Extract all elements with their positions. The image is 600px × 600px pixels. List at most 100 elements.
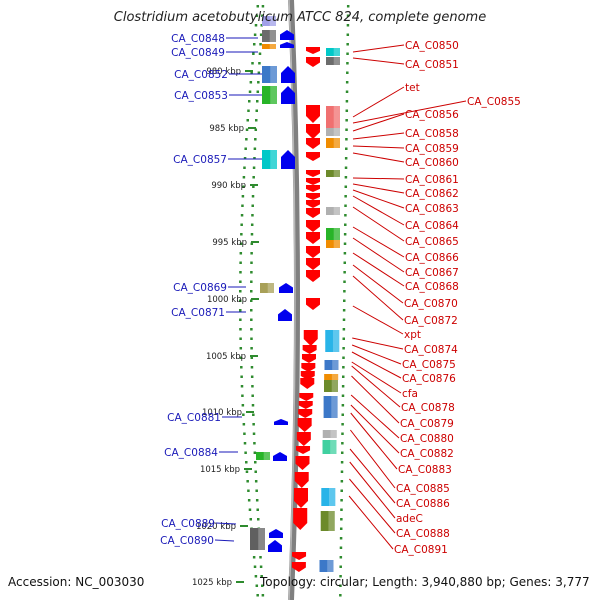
tick-dot — [250, 261, 253, 264]
right-label-leader — [352, 195, 405, 226]
right-gene-label: CA_C0850 — [405, 40, 459, 52]
right-gene-label: CA_C0878 — [401, 402, 455, 414]
forward-gene-arrow — [306, 232, 320, 244]
forward-gene-arrow — [292, 552, 307, 560]
forward-gene-arrow — [301, 354, 316, 363]
ruler-label: 1025 kbp — [192, 578, 232, 588]
tick-dot — [251, 62, 254, 65]
tick-dot — [248, 100, 251, 103]
tick-dot — [344, 166, 348, 169]
box-shading — [333, 128, 340, 136]
forward-gene-arrow — [306, 220, 320, 232]
tick-dot — [261, 584, 264, 587]
right-label-leader — [349, 461, 396, 519]
forward-gene-arrow — [303, 330, 318, 346]
box-shading — [269, 44, 276, 49]
tick-dot — [344, 223, 347, 226]
right-label-leader — [352, 152, 405, 163]
tick-dot — [244, 147, 247, 150]
tick-dot — [345, 147, 348, 150]
tick-dot — [343, 242, 347, 245]
right-label-leader — [351, 375, 400, 424]
tick-dot — [254, 480, 258, 483]
tick-dot — [340, 489, 343, 492]
tick-dot — [346, 24, 350, 27]
cog-category-box — [324, 374, 339, 380]
tick-dot — [239, 347, 243, 350]
tick-dot — [345, 81, 349, 84]
left-label-leader — [215, 522, 237, 525]
tick-dot — [254, 128, 258, 131]
right-gene-label: CA_C0867 — [405, 267, 459, 279]
cog-category-box — [260, 283, 274, 293]
tick-dot — [254, 575, 258, 578]
tick-dot — [339, 556, 343, 559]
tick-dot — [252, 556, 256, 559]
cog-category-box — [325, 330, 340, 352]
tick-dot — [252, 432, 256, 435]
forward-gene-arrow — [301, 363, 316, 372]
tick-dot — [256, 100, 259, 103]
right-label-leader — [352, 337, 404, 350]
right-gene-label: CA_C0891 — [394, 544, 448, 556]
box-shading — [333, 138, 340, 148]
tick-dot — [250, 252, 253, 255]
forward-gene-arrow — [296, 446, 311, 454]
tick-dot — [252, 185, 255, 188]
cog-category-box — [250, 528, 265, 550]
box-shading — [328, 511, 335, 531]
tick-dot — [242, 423, 246, 426]
tick-dot — [342, 347, 345, 350]
tick-dot — [239, 252, 243, 255]
tick-dot — [252, 43, 256, 46]
right-label-leader — [352, 206, 405, 242]
tick-dot — [251, 195, 255, 198]
accession-text: Accession: NC_003030 — [8, 575, 145, 589]
tick-dot — [249, 518, 253, 521]
tick-dot — [250, 280, 253, 283]
tick-dot — [339, 546, 343, 549]
reverse-gene-arrow — [269, 529, 283, 538]
tick-dot — [257, 518, 260, 521]
tick-dot — [254, 24, 258, 27]
tick-dot — [240, 375, 243, 378]
tick-dot — [344, 176, 348, 179]
tick-dot — [345, 138, 348, 141]
forward-gene-arrow — [300, 371, 315, 380]
ruler-label: 990 kbp — [211, 181, 246, 191]
forward-gene-arrow — [306, 193, 320, 200]
left-label-leader — [214, 539, 235, 542]
reverse-gene-arrow — [280, 42, 294, 48]
right-gene-label: CA_C0872 — [404, 315, 458, 327]
box-shading — [269, 30, 276, 40]
forward-gene-arrow — [300, 378, 315, 389]
map-title: Clostridium acetobutylicum ATCC 824, com… — [113, 10, 487, 25]
tick-dot — [344, 185, 348, 188]
tick-dot — [250, 366, 254, 369]
backbone-highlight — [288, 0, 296, 600]
box-shading — [330, 430, 337, 438]
right-label-leader — [352, 113, 405, 132]
left-gene-label: CA_C0889 — [161, 518, 215, 530]
left-gene-label: CA_C0852 — [174, 69, 228, 81]
tick-dot — [341, 385, 345, 388]
forward-gene-arrow — [306, 138, 320, 149]
tick-dot — [344, 195, 347, 198]
right-label-leader — [351, 361, 402, 394]
tick-dot — [340, 508, 343, 511]
box-shading — [329, 488, 336, 506]
tick-dot — [246, 480, 249, 483]
right-gene-label: CA_C0876 — [402, 373, 456, 385]
forward-gene-arrow — [297, 418, 312, 432]
tick-dot — [246, 119, 249, 122]
tick-dot — [247, 499, 251, 502]
tick-dot — [239, 318, 242, 321]
cog-category-box — [256, 452, 270, 460]
cog-category-box — [321, 488, 336, 506]
cog-category-box — [262, 86, 277, 104]
tick-dot — [253, 33, 257, 36]
right-label-leader — [352, 183, 405, 194]
tick-dot — [257, 81, 260, 84]
tick-dot — [261, 594, 265, 597]
tick-dot — [346, 14, 350, 17]
